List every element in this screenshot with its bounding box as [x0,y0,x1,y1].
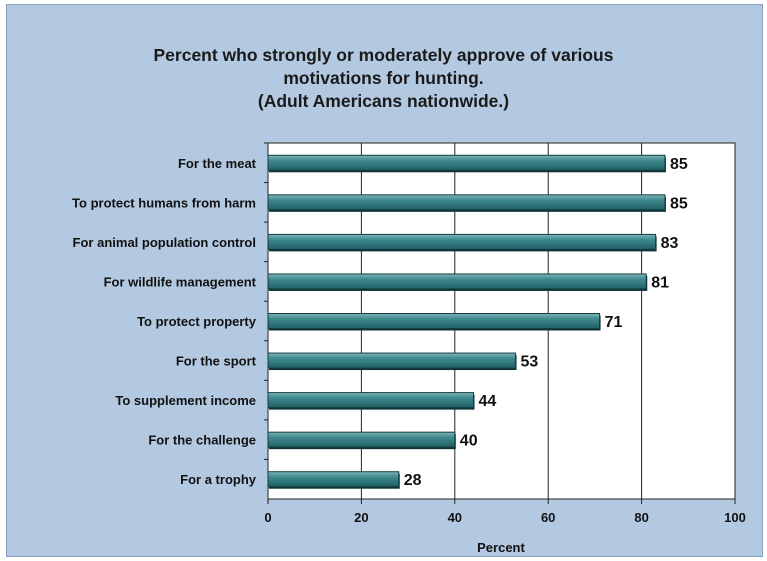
value-label: 44 [478,393,496,410]
chart-title-line-3: (Adult Americans nationwide.) [257,91,510,111]
chart-title: Percent who strongly or moderately appro… [0,44,767,113]
value-labels: 85 85 83 81 71 53 44 40 28 [404,156,688,489]
x-tick-label: 40 [448,510,462,525]
bar [267,233,657,250]
value-label: 85 [670,195,688,212]
chart-title-line-1: Percent who strongly or moderately appro… [153,45,614,65]
category-label: For the meat [178,156,257,171]
value-label: 85 [670,156,688,173]
x-axis-title: Percent [477,540,525,555]
value-label: 83 [661,235,679,252]
value-label: 81 [651,274,669,291]
bar [267,313,601,329]
x-axis-ticks: 0 20 40 60 80 100 [264,499,746,525]
category-label: For the challenge [148,433,256,448]
x-tick-label: 100 [724,510,746,525]
value-label: 40 [460,433,478,450]
bar [267,431,456,448]
bar [267,352,517,369]
chart-title-line-2: motivations for hunting. [283,68,484,88]
value-label: 53 [521,354,539,371]
bar [267,471,400,488]
bar [267,392,474,409]
category-label: To protect humans from harm [72,195,256,210]
category-label: For animal population control [73,235,256,250]
bars [267,154,666,489]
category-label: For a trophy [180,472,257,487]
category-label: To supplement income [115,393,256,408]
category-label: For the sport [176,354,257,369]
bar [267,273,647,290]
category-labels: For the meat To protect humans from harm F… [72,142,268,487]
value-label: 71 [605,314,623,331]
x-tick-label: 60 [541,510,555,525]
x-tick-label: 80 [634,510,648,525]
x-tick-label: 0 [264,510,271,525]
bar [267,194,666,211]
category-label: To protect property [137,314,257,329]
value-label: 28 [404,472,422,489]
bar [267,154,666,171]
category-label: For wildlife management [104,274,257,289]
x-tick-label: 20 [354,510,368,525]
